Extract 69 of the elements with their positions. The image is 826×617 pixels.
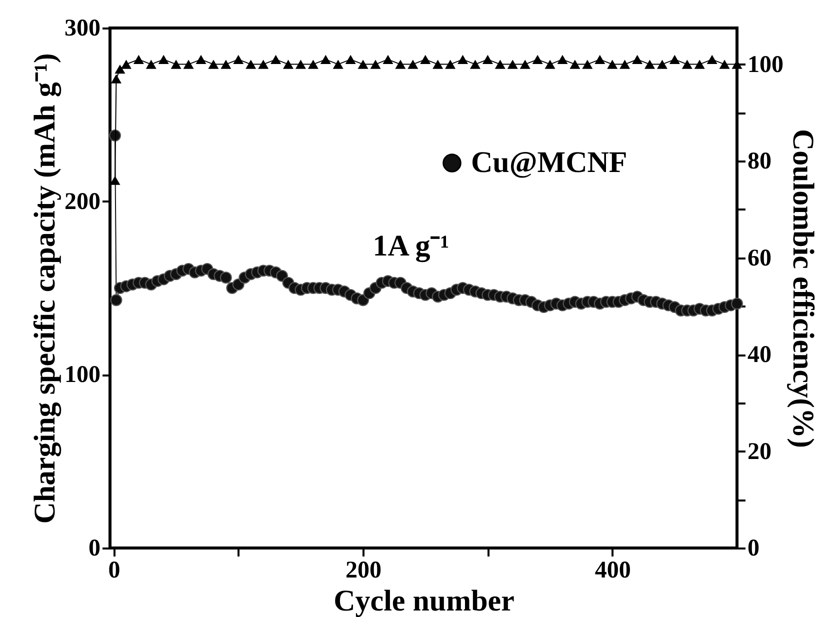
point [632,54,643,64]
point [146,60,156,69]
point [370,60,381,69]
point [656,60,668,69]
point [620,60,630,69]
x-tick-label: 200 [346,558,382,584]
point [133,54,144,64]
point [220,60,232,69]
annotation: 1A g⁻¹ [372,229,450,262]
point [196,54,206,64]
point [270,54,282,64]
point [408,60,418,69]
y2-tick-label: 40 [748,342,772,368]
y-tick-label: 200 [64,188,100,215]
point [233,54,244,64]
point [482,54,493,64]
point [120,60,132,69]
y-axis-title: Charging specific capacity (mAh g⁻¹) [28,53,62,524]
point [420,54,431,64]
y-tick-label: 0 [88,536,100,562]
point [158,54,169,64]
y2-tick-label: 80 [748,148,772,175]
point [114,64,126,74]
point [520,60,530,69]
y2-axis-title: Coulombic efficiency(%) [786,128,820,448]
point [283,60,294,69]
point [358,60,368,69]
legend-label: Cu@MCNF [471,146,628,179]
point [582,60,593,69]
point [445,60,456,69]
point [532,54,543,64]
point [557,54,568,64]
point [507,60,518,69]
x-axis-title: Cycle number [334,584,514,617]
x-tick-label: 0 [108,558,120,584]
point [345,54,356,64]
point [395,60,406,69]
point [470,60,480,69]
point [570,60,580,69]
point [308,60,318,69]
y2-tick-label: 100 [748,52,784,78]
point [208,60,219,69]
point [644,60,655,69]
point [719,60,730,69]
y2-tick-label: 20 [748,438,772,465]
point [246,60,256,69]
point [544,60,556,69]
point [320,54,331,64]
point [382,54,394,64]
point [682,60,692,69]
x-tick-label: 400 [594,558,631,584]
y-tick-label: 300 [64,16,100,42]
point [594,54,606,64]
point [706,54,718,64]
point [694,60,705,69]
point [494,60,506,69]
point [170,60,182,69]
point [258,60,269,69]
point [332,60,344,69]
y-tick-label: 100 [64,362,100,388]
y2-tick-label: 0 [748,536,760,562]
point [607,60,618,69]
point [669,54,680,64]
point [458,54,468,64]
point [295,60,306,69]
point [110,74,122,84]
point [432,60,444,69]
point [183,60,194,69]
y2-tick-label: 60 [748,245,772,272]
